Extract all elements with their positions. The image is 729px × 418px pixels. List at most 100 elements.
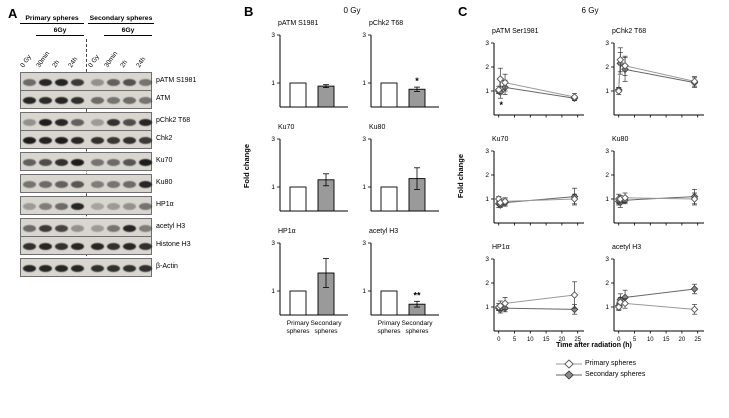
lane-label-0-gy-4: 0 Gy <box>87 53 101 69</box>
line-subplot-hp1: HP1α 1 2 3 0 5 10 15 20 25 <box>478 244 590 352</box>
subplot-title: pChk2 T68 <box>369 20 404 27</box>
svg-text:3: 3 <box>605 148 609 155</box>
lane-label-24h-7: 24h <box>135 56 148 69</box>
blot-band <box>106 78 120 86</box>
blot-band <box>54 264 68 272</box>
blot-band <box>90 136 104 144</box>
svg-text:Primary: Primary <box>287 320 310 327</box>
subplot-title: Ku80 <box>612 136 629 143</box>
svg-text:10: 10 <box>527 337 534 343</box>
subplot-canvas: 1 2 3 0 5 10 15 20 25 <box>605 256 704 343</box>
svg-text:1: 1 <box>362 184 366 191</box>
legend-label-primary: Primary spheres <box>585 360 636 367</box>
blot-strip-histone-h3 <box>20 236 152 255</box>
blot-band <box>90 224 104 232</box>
svg-text:5: 5 <box>633 337 637 343</box>
svg-text:2: 2 <box>485 172 489 179</box>
panel-a: A Primary spheres Secondary spheres 6Gy … <box>6 6 232 296</box>
blot-band <box>22 118 36 126</box>
svg-text:3: 3 <box>605 40 609 47</box>
header-primary-spheres: Primary spheres <box>20 15 84 24</box>
svg-text:3: 3 <box>271 240 275 247</box>
subplot-canvas: 13 <box>271 136 348 212</box>
panel-c-title: 6 Gy <box>581 6 599 15</box>
blot-label-hp1: HP1α <box>156 201 174 208</box>
blot-band <box>22 264 36 272</box>
svg-text:3: 3 <box>485 256 489 263</box>
panel-b-ylabel: Fold change <box>242 144 251 189</box>
blot-band <box>106 264 120 272</box>
subplot-title: acetyl H3 <box>369 228 399 235</box>
subplot-title: HP1α <box>278 228 296 235</box>
blot-strip-ku70 <box>20 152 152 171</box>
blot-band <box>70 202 84 210</box>
blot-band <box>138 96 152 104</box>
subplot-title: pATM Ser1981 <box>492 28 539 35</box>
blot-band <box>22 180 36 188</box>
subplot-canvas: 1 2 3 <box>605 40 704 118</box>
subplot-title: HP1α <box>492 244 510 251</box>
panel-b: B 0 Gy Fold change pATM S1981 1 3 pChk2 T68… <box>238 4 444 344</box>
blot-band <box>70 180 84 188</box>
lane-labels: 0 Gy 30min 2h 24h 0 Gy 30min 2h 24h <box>6 39 232 69</box>
lane-label-0-gy-0: 0 Gy <box>19 53 33 69</box>
svg-text:1: 1 <box>605 196 609 203</box>
blot-strip-actin <box>20 258 152 277</box>
svg-text:spheres: spheres <box>405 328 429 335</box>
blot-band <box>38 96 52 104</box>
subplot-canvas: 1 2 3 * <box>485 40 584 118</box>
blot-band <box>54 242 68 250</box>
svg-text:20: 20 <box>679 337 686 343</box>
line-subplot-patm-ser1981: pATM Ser1981 1 2 3 * <box>478 28 590 124</box>
blot-band <box>70 242 84 250</box>
lane-label-24h-3: 24h <box>67 56 80 69</box>
blot-band <box>22 224 36 232</box>
svg-text:1: 1 <box>362 80 366 87</box>
panel-c-legend: Primary spheres Secondary spheres <box>556 358 645 380</box>
bar-subplot-acetyl-h3: acetyl H3 1 3 ** Primary spheres Secondary sphe… <box>355 228 443 346</box>
blot-band <box>106 158 120 166</box>
panel-c-xlabel: Time after radiation (h) <box>556 342 632 349</box>
blot-band <box>138 180 152 188</box>
svg-text:0: 0 <box>497 337 501 343</box>
svg-text:2: 2 <box>485 64 489 71</box>
panel-a-label: A <box>8 6 18 21</box>
blot-band <box>70 78 84 86</box>
blot-band <box>138 118 152 126</box>
svg-text:1: 1 <box>485 196 489 203</box>
subplot-canvas: 1 2 3 0 5 10 15 20 25 <box>485 256 584 343</box>
blot-band <box>38 136 52 144</box>
blot-band <box>70 118 84 126</box>
blot-band <box>90 202 104 210</box>
blot-band <box>122 96 136 104</box>
svg-text:1: 1 <box>605 304 609 311</box>
svg-text:15: 15 <box>663 337 670 343</box>
blot-band <box>106 118 120 126</box>
svg-text:15: 15 <box>543 337 550 343</box>
panel-c: C 6 Gy Fold change pATM Ser1981 1 2 3 * pChk2… <box>452 4 729 414</box>
subplot-canvas: 13 <box>271 32 348 108</box>
header-secondary-spheres: Secondary spheres <box>88 15 154 24</box>
blot-label-histone-h3: Histone H3 <box>156 241 191 248</box>
blot-band <box>122 158 136 166</box>
line-subplot-ku80: Ku80 1 2 3 <box>598 136 710 232</box>
svg-text:3: 3 <box>605 256 609 263</box>
blot-band <box>90 180 104 188</box>
blot-band <box>38 242 52 250</box>
blot-band <box>38 180 52 188</box>
line-subplot-pchk2-t68: pChk2 T68 1 2 3 <box>598 28 710 124</box>
blot-band <box>90 118 104 126</box>
header-6gy-primary: 6Gy <box>36 27 84 36</box>
blot-band <box>54 202 68 210</box>
blot-band <box>90 158 104 166</box>
svg-text:1: 1 <box>271 288 275 295</box>
blot-band <box>70 96 84 104</box>
bar-subplot-patm-s1981: pATM S1981 1 3 <box>264 20 352 114</box>
blot-label-patm-s1981: pATM S1981 <box>156 77 197 84</box>
svg-text:3: 3 <box>271 136 275 143</box>
blot-label-pchk2-t68: pChk2 T68 <box>156 117 191 124</box>
blot-band <box>70 264 84 272</box>
blot-label-actin: β-Actin <box>156 263 178 270</box>
blot-band <box>90 264 104 272</box>
